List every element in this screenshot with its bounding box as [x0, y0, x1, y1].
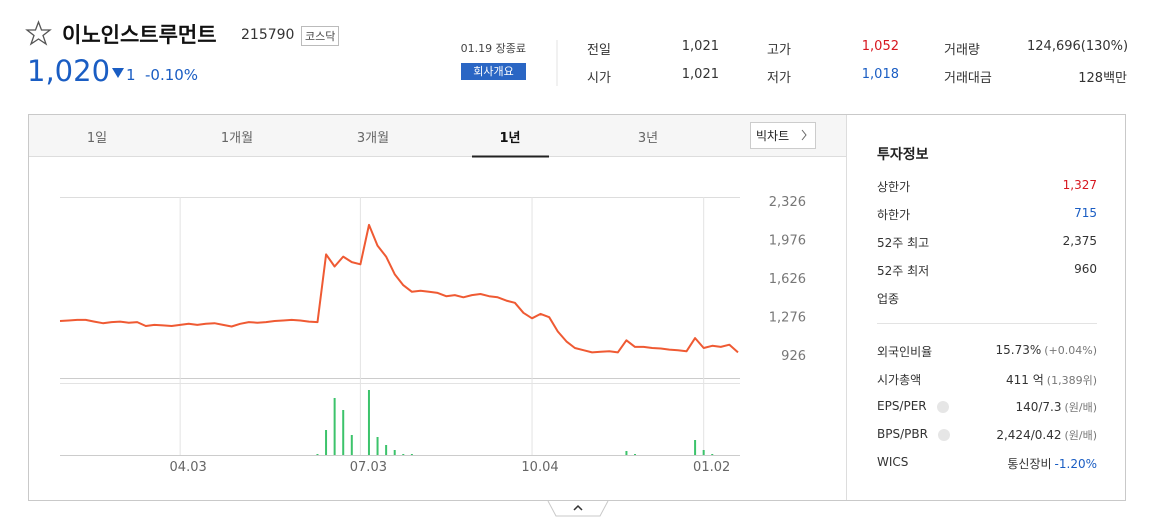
x-tick-label: 10.04 — [521, 460, 558, 475]
tab[interactable]: 3년 — [637, 131, 659, 146]
volume-bar — [711, 454, 714, 455]
info-value: 통신장비 — [1007, 457, 1052, 471]
price-line — [59, 223, 739, 354]
info-label: 하한가 — [877, 208, 911, 222]
quote-value: 1,021 — [681, 39, 719, 54]
info-sub: (원/배) — [1064, 429, 1097, 442]
info-value: 140/7.3 — [1015, 400, 1062, 414]
volume-bar — [402, 454, 405, 455]
volume-bar — [694, 440, 697, 455]
y-tick-label: 1,976 — [769, 233, 806, 248]
quote-label: 거래량 — [944, 43, 980, 58]
favorite-star[interactable] — [25, 20, 52, 46]
y-tick-label: 926 — [781, 349, 806, 364]
market-status: 01.19 장종료 — [460, 42, 526, 55]
info-label: WICS — [877, 455, 909, 469]
info-value: 411 억 — [1006, 373, 1044, 387]
quote-value: 1,021 — [681, 67, 719, 82]
volume-bar — [333, 398, 336, 455]
x-tick-label: 01.02 — [693, 460, 730, 475]
help-icon[interactable] — [938, 429, 950, 441]
volume-bar — [634, 454, 637, 455]
y-tick-label: 1,626 — [769, 272, 806, 287]
company-button[interactable]: 회사개요 — [461, 63, 526, 80]
info-sub: (1,389위) — [1046, 374, 1097, 387]
quote-value: 128백만 — [1078, 71, 1127, 86]
quote-label: 전일 — [587, 43, 611, 58]
info-sub: (+0.04%) — [1044, 344, 1097, 357]
stock-code: 215790 — [241, 27, 295, 43]
volume-bar — [367, 390, 370, 455]
quote-value: 1,052 — [861, 39, 899, 54]
tab-bar — [29, 115, 846, 156]
info-sub: -1.20% — [1054, 457, 1097, 471]
collapse-icon — [573, 504, 583, 511]
x-tick-label: 04.03 — [170, 460, 207, 475]
volume-bar — [316, 454, 319, 455]
price: 1,020 — [27, 54, 111, 88]
info-value: 960 — [1074, 262, 1097, 276]
quote-label: 거래대금 — [944, 71, 992, 86]
collapse-tab[interactable] — [547, 500, 609, 517]
volume-bar — [625, 451, 628, 455]
tab[interactable]: 1년 — [499, 131, 521, 146]
info-value-group: 통신장비 -1.20% — [1007, 455, 1097, 472]
info-label: 외국인비율 — [877, 345, 933, 359]
volume-bar — [702, 450, 705, 455]
chart-box — [28, 114, 1126, 501]
info-label: 업종 — [877, 292, 900, 306]
market-badge: 코스닥 — [301, 26, 340, 46]
change: 1 — [126, 66, 136, 84]
volume-bar — [393, 450, 396, 455]
change-rate: -0.10% — [145, 66, 199, 84]
quote-label: 고가 — [767, 43, 791, 58]
x-tick-label: 07.03 — [350, 460, 387, 475]
quote-label: 시가 — [587, 71, 611, 86]
y-tick-label: 1,276 — [769, 310, 806, 325]
volume-bar — [350, 435, 353, 455]
volume-bar — [342, 410, 345, 455]
info-value: 1,327 — [1062, 178, 1097, 192]
tab[interactable]: 3개월 — [356, 131, 390, 146]
info-label: 시가총액 — [877, 373, 922, 387]
info-label: EPS/PER — [877, 399, 927, 413]
info-value-group: 140/7.3 (원/배) — [1015, 399, 1097, 415]
info-value: 2,375 — [1062, 234, 1097, 248]
info-value: 2,424/0.42 — [996, 428, 1062, 442]
info-value: 715 — [1074, 206, 1097, 220]
tab[interactable]: 1일 — [86, 131, 108, 146]
stock-name: 이노인스트루먼트 — [62, 23, 217, 47]
volume-bar — [410, 454, 413, 455]
volume-bar — [376, 437, 379, 455]
big-chart-button[interactable] — [750, 122, 816, 149]
y-tick-label: 2,326 — [769, 195, 806, 210]
volume-bar — [325, 430, 328, 455]
quote-value: 1,018 — [861, 67, 899, 82]
quote-label: 저가 — [767, 71, 791, 86]
info-value-group: 411 억 (1,389위) — [1006, 371, 1097, 388]
info-value: 15.73% — [995, 343, 1042, 357]
info-value-group: 15.73% (+0.04%) — [995, 343, 1097, 357]
info-title: 투자정보 — [877, 147, 929, 163]
big-chart-label[interactable]: 빅차트 — [756, 129, 790, 143]
down-arrow — [112, 68, 124, 78]
info-label: 52주 최고 — [877, 236, 930, 250]
tab[interactable]: 1개월 — [220, 131, 254, 146]
info-label: 상한가 — [877, 180, 911, 194]
help-icon[interactable] — [937, 401, 949, 413]
info-label: BPS/PBR — [877, 427, 928, 441]
info-sub: (원/배) — [1064, 401, 1097, 414]
info-label: 52주 최저 — [877, 264, 930, 278]
info-value-group: 2,424/0.42 (원/배) — [996, 427, 1097, 443]
quote-value: 124,696(130%) — [1027, 39, 1129, 54]
chevron — [801, 129, 807, 141]
volume-bar — [385, 445, 388, 455]
